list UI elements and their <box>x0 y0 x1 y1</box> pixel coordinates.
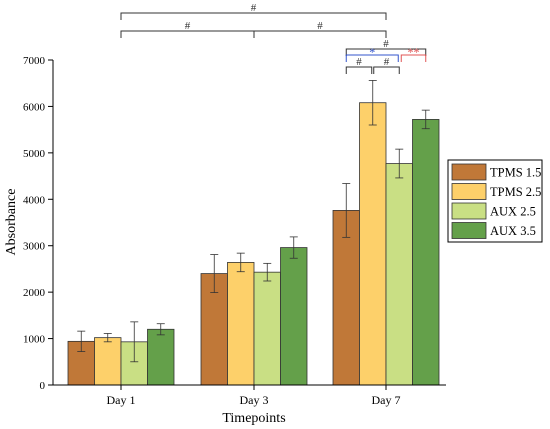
significance-bracket <box>253 30 387 38</box>
y-tick-label: 6000 <box>23 101 46 113</box>
significance-label: # <box>251 2 257 14</box>
y-tick-label: 2000 <box>23 287 46 299</box>
bar <box>359 102 387 386</box>
legend-label: AUX 3.5 <box>490 224 536 238</box>
y-tick-label: 5000 <box>23 148 46 160</box>
y-tick-label: 3000 <box>23 241 46 253</box>
bar <box>253 271 281 386</box>
legend: TPMS 1.5 TPMS 2.5 AUX 2.5 AUX 3.5 <box>447 159 543 243</box>
y-tick-label: 1000 <box>23 334 46 346</box>
significance-label: # <box>356 56 362 68</box>
bar <box>147 328 175 386</box>
significance-bracket <box>345 66 373 74</box>
bar <box>227 262 255 386</box>
significance-bracket <box>345 54 399 62</box>
significance-label: # <box>384 56 390 68</box>
significance-bracket <box>373 66 400 74</box>
legend-swatch <box>451 202 487 220</box>
significance-label: # <box>383 38 389 50</box>
legend-label: TPMS 2.5 <box>490 185 541 199</box>
axes-layer: 0 1000 2000 3000 4000 5000 6000 7000 Day 1 Day 3 D… <box>23 55 446 407</box>
y-tick-label: 7000 <box>23 55 46 67</box>
significance-label: ** <box>408 45 420 59</box>
y-axis-title: Absorbance <box>4 189 19 256</box>
significance-bracket <box>400 54 427 62</box>
significance-bracket <box>120 30 255 38</box>
x-tick-label: Day 1 <box>107 393 136 407</box>
legend-swatch <box>451 163 487 181</box>
bars-layer <box>67 80 440 386</box>
x-tick-label: Day 3 <box>240 393 269 407</box>
legend-label: AUX 2.5 <box>490 205 536 219</box>
x-tick-label: Day 7 <box>372 393 401 407</box>
bar <box>412 119 440 386</box>
bar <box>94 337 122 386</box>
significance-label: # <box>317 20 323 32</box>
bar <box>280 247 308 386</box>
y-tick-label: 0 <box>40 380 46 392</box>
significance-label: # <box>185 20 191 32</box>
legend-swatch <box>451 222 487 239</box>
x-axis-title: Timepoints <box>222 411 285 426</box>
legend-swatch <box>451 183 487 200</box>
annotations-layer: ## ##* **# # <box>120 2 427 74</box>
significance-label: * <box>369 45 375 59</box>
significance-bracket <box>345 48 427 56</box>
y-tick-label: 4000 <box>23 194 46 206</box>
legend-label: TPMS 1.5 <box>490 166 541 180</box>
bar <box>385 163 413 386</box>
significance-bracket <box>120 12 387 20</box>
